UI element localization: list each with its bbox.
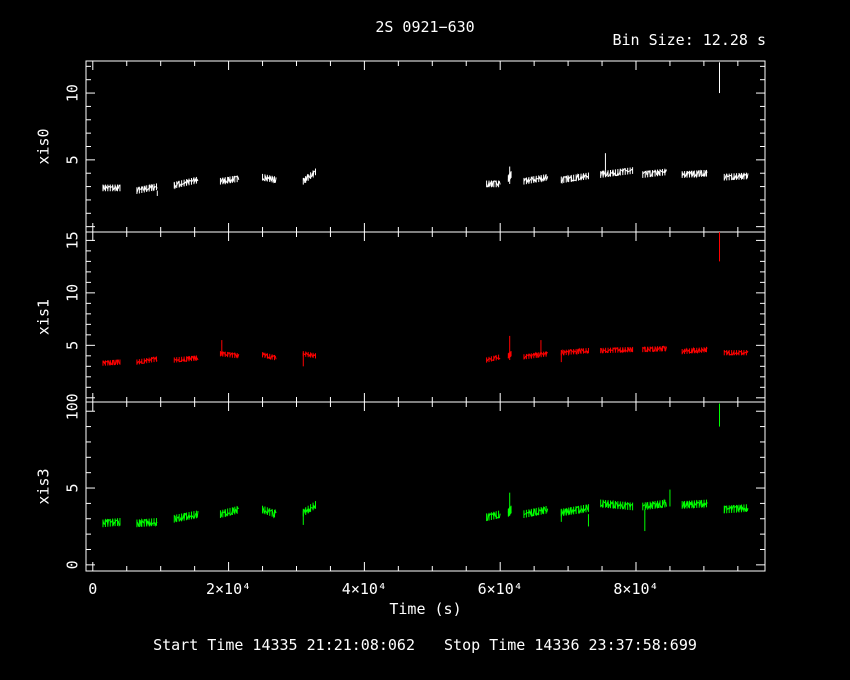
data-segment-xis1 bbox=[302, 352, 316, 358]
start-time-label: Start Time 14335 21:21:08:062 bbox=[153, 636, 415, 654]
stop-time-label: Stop Time 14336 23:37:58:699 bbox=[444, 636, 697, 654]
time-range-footer: Start Time 14335 21:21:08:062 Stop Time … bbox=[0, 636, 850, 654]
y-tick-label: 10 bbox=[64, 284, 82, 302]
data-segment-xis1 bbox=[560, 347, 589, 357]
y-axis-label-xis3: xis3 bbox=[35, 468, 53, 504]
y-tick-label: 0 bbox=[64, 393, 82, 402]
data-segment-xis0 bbox=[302, 170, 316, 183]
x-tick-label: 4×10⁴ bbox=[342, 580, 387, 598]
panel-frame-xis3 bbox=[85, 401, 766, 572]
x-axis-label: Time (s) bbox=[389, 600, 461, 618]
y-tick-label: 0 bbox=[64, 560, 82, 569]
data-segment-xis3 bbox=[560, 504, 589, 516]
y-tick-label: 10 bbox=[64, 402, 82, 420]
x-tick-label: 8×10⁴ bbox=[613, 580, 658, 598]
data-segment-xis3 bbox=[302, 504, 316, 515]
y-axis-label-xis0: xis0 bbox=[35, 128, 53, 164]
y-tick-label: 10 bbox=[64, 84, 82, 102]
panel-frame-xis1 bbox=[85, 231, 766, 403]
data-segment-xis0 bbox=[560, 173, 589, 185]
panel-frame-xis0 bbox=[85, 60, 766, 233]
x-tick-label: 2×10⁴ bbox=[206, 580, 251, 598]
x-tick-label: 6×10⁴ bbox=[478, 580, 523, 598]
x-tick-label: 0 bbox=[88, 580, 97, 598]
bin-size-label: Bin Size: 12.28 s bbox=[612, 31, 766, 49]
y-tick-label: 5 bbox=[64, 341, 82, 350]
y-axis-label-xis1: xis1 bbox=[35, 299, 53, 335]
y-tick-label: 15 bbox=[64, 231, 82, 249]
y-tick-label: 5 bbox=[64, 155, 82, 164]
y-tick-label: 5 bbox=[64, 484, 82, 493]
chart-title: 2S 0921−630 bbox=[375, 18, 475, 36]
